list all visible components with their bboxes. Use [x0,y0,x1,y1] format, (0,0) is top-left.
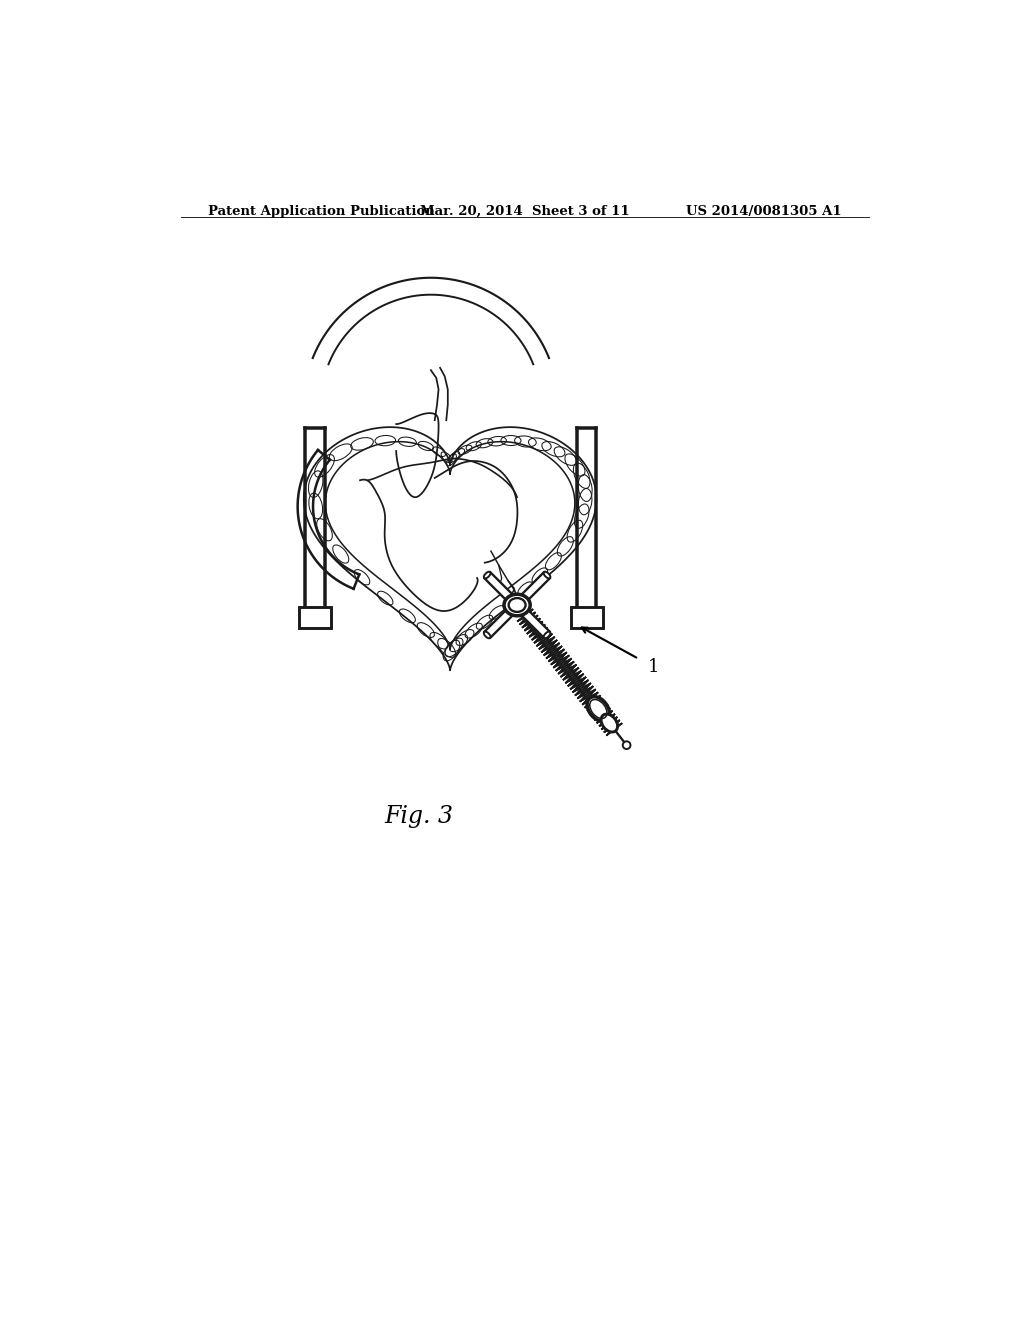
Circle shape [623,742,631,748]
Polygon shape [514,602,550,638]
Ellipse shape [504,594,530,615]
Text: 1: 1 [648,657,659,676]
Bar [571,607,602,628]
Polygon shape [484,602,520,638]
Polygon shape [514,572,550,609]
Ellipse shape [544,631,550,639]
Ellipse shape [601,714,617,733]
Ellipse shape [544,572,550,578]
Ellipse shape [483,572,490,578]
Bar [299,607,331,628]
Text: Mar. 20, 2014  Sheet 3 of 11: Mar. 20, 2014 Sheet 3 of 11 [420,205,630,218]
Ellipse shape [587,697,609,721]
Text: Patent Application Publication: Patent Application Publication [208,205,434,218]
Ellipse shape [509,598,525,612]
Polygon shape [518,610,624,738]
Text: Fig. 3: Fig. 3 [385,805,454,829]
Text: US 2014/0081305 A1: US 2014/0081305 A1 [686,205,842,218]
Polygon shape [484,572,520,609]
Ellipse shape [483,631,490,639]
